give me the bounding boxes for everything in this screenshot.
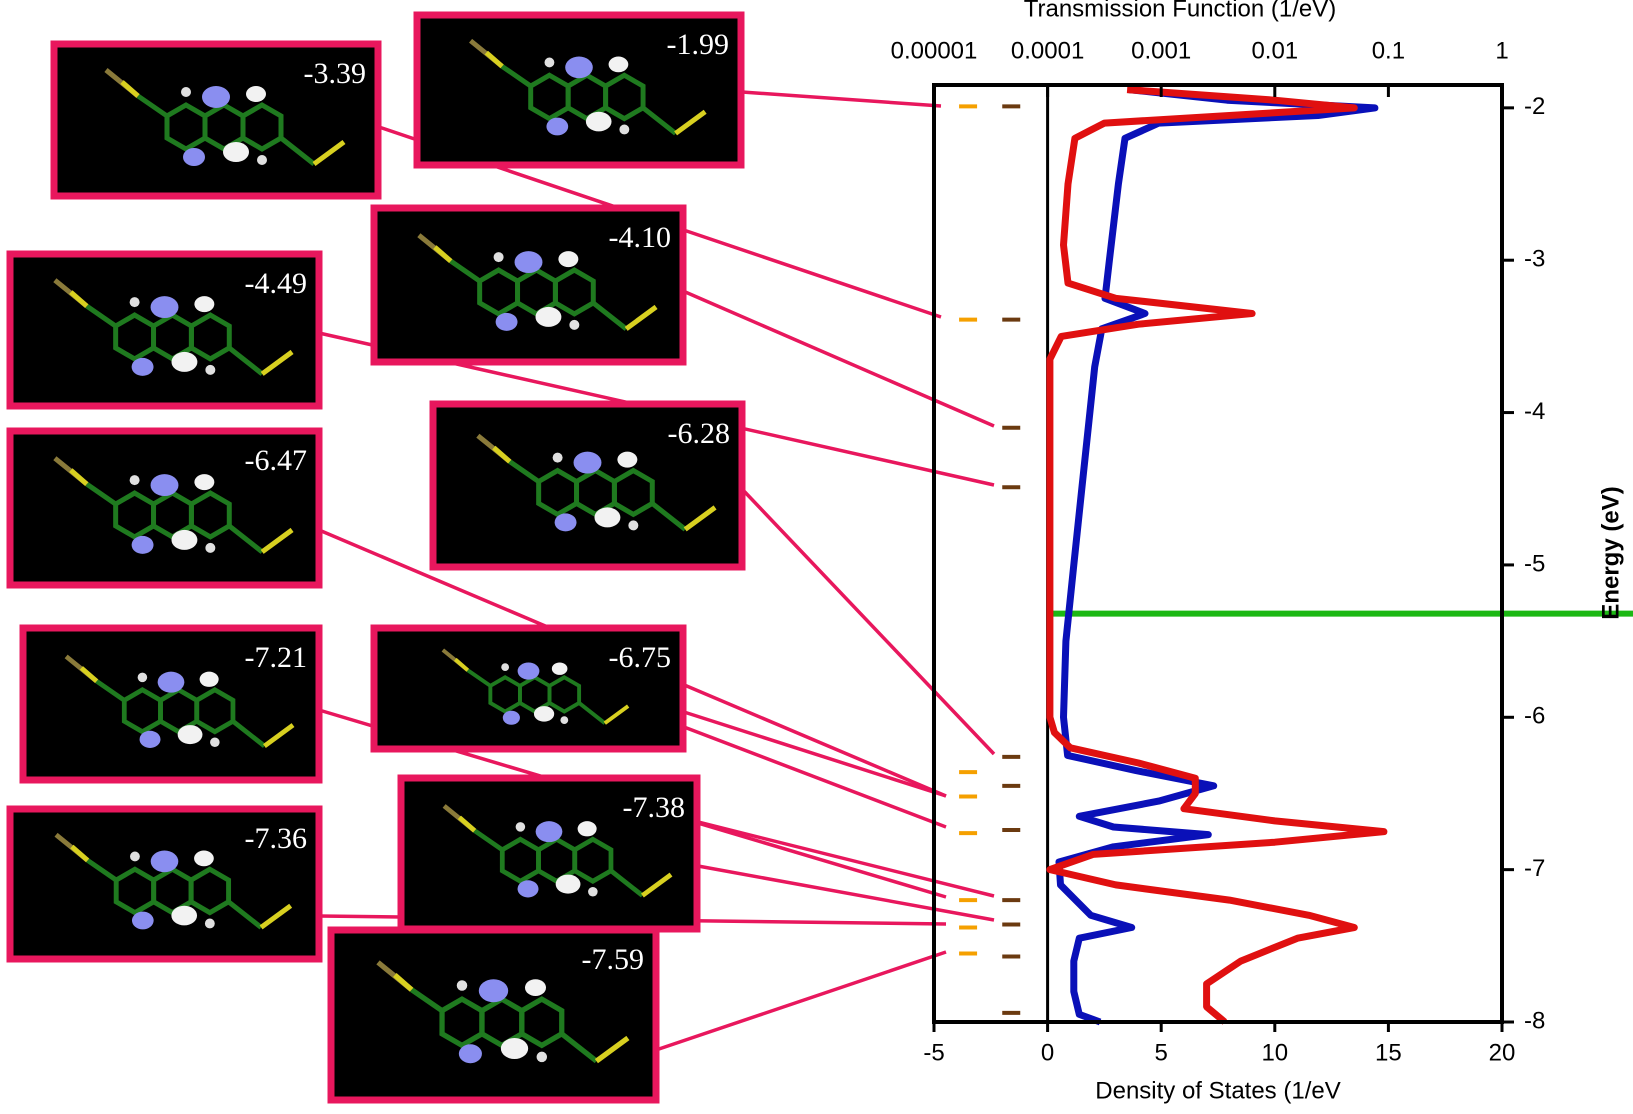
x-tick-label: 15 <box>1375 1039 1402 1066</box>
orbital-energy: -7.59 <box>582 943 645 976</box>
figure: -1.99 -3.39 -4.10 -4.49 -6.28 -6.47 -6.75 -7.21… <box>0 0 1633 1114</box>
connector <box>698 866 994 920</box>
y-tick-label: -7 <box>1524 855 1545 882</box>
connector <box>742 489 994 754</box>
x2-axis-title: Transmission Function (1/eV) <box>1024 0 1337 22</box>
orbital-energy: -4.10 <box>609 221 672 254</box>
x2-tick-label: 0.0001 <box>1011 37 1084 64</box>
plot-frame <box>934 85 1502 1022</box>
x2-tick-label: 0.001 <box>1131 37 1191 64</box>
connector <box>742 92 941 106</box>
y-tick-label: -3 <box>1524 246 1545 273</box>
orbital-energy: -1.99 <box>667 28 730 61</box>
x2-tick-label: 1 <box>1495 37 1508 64</box>
plot: -5 0 5 10 15 20 0.00001 0.0001 0.001 0.01 0.1 1 -2 -3… <box>891 37 1633 1066</box>
orbital-panel: -6.75 <box>374 628 683 749</box>
orbital-panel: -1.99 <box>417 15 741 165</box>
orbital-energy: -6.28 <box>668 417 731 450</box>
orbital-energy: -4.49 <box>245 267 308 300</box>
page: -1.99 -3.39 -4.10 -4.49 -6.28 -6.47 -6.75 -7.21… <box>0 0 1633 1114</box>
orbital-panel: -6.28 <box>433 404 742 567</box>
orbital-panels: -1.99 -3.39 -4.10 -4.49 -6.28 -6.47 -6.75 -7.21… <box>10 15 742 1100</box>
orbital-panel: -7.38 <box>401 778 697 929</box>
orbital-energy: -7.36 <box>245 822 308 855</box>
y-tick-label: -2 <box>1524 93 1545 120</box>
x2-tick-label: 0.00001 <box>891 37 978 64</box>
connector <box>698 822 994 896</box>
x-tick-label: 20 <box>1489 1039 1516 1066</box>
orbital-panel: -7.36 <box>10 809 319 959</box>
orbital-panel: -4.10 <box>374 208 683 362</box>
orbital-panel: -7.21 <box>23 628 319 780</box>
y-tick-label: -5 <box>1524 550 1545 577</box>
x-tick-label: -5 <box>923 1039 944 1066</box>
x-tick-label: 5 <box>1155 1039 1168 1066</box>
orbital-panel: -3.39 <box>54 44 378 196</box>
orbital-energy: -7.21 <box>245 641 308 674</box>
series-line <box>1050 90 1384 1022</box>
connector <box>684 712 946 796</box>
x2-tick-label: 0.1 <box>1372 37 1405 64</box>
orbital-panel: -7.59 <box>331 930 656 1100</box>
y-axis-title: Energy (eV) <box>1597 486 1624 619</box>
orbital-energy: -6.47 <box>245 444 308 477</box>
x2-tick-label: 0.01 <box>1251 37 1298 64</box>
orbital-energy: -7.38 <box>623 791 686 824</box>
x-axis-title: Density of States (1/eV <box>1095 1077 1340 1104</box>
y-tick-label: -8 <box>1524 1007 1545 1034</box>
y-tick-label: -6 <box>1524 703 1545 730</box>
orbital-panel: -4.49 <box>10 254 319 406</box>
orbital-panel: -6.47 <box>10 431 319 585</box>
orbital-energy: -3.39 <box>304 57 367 90</box>
connector <box>656 952 946 1050</box>
x-tick-label: 0 <box>1041 1039 1054 1066</box>
orbital-energy: -6.75 <box>609 641 672 674</box>
x-tick-label: 10 <box>1261 1039 1288 1066</box>
y-tick-label: -4 <box>1524 398 1545 425</box>
